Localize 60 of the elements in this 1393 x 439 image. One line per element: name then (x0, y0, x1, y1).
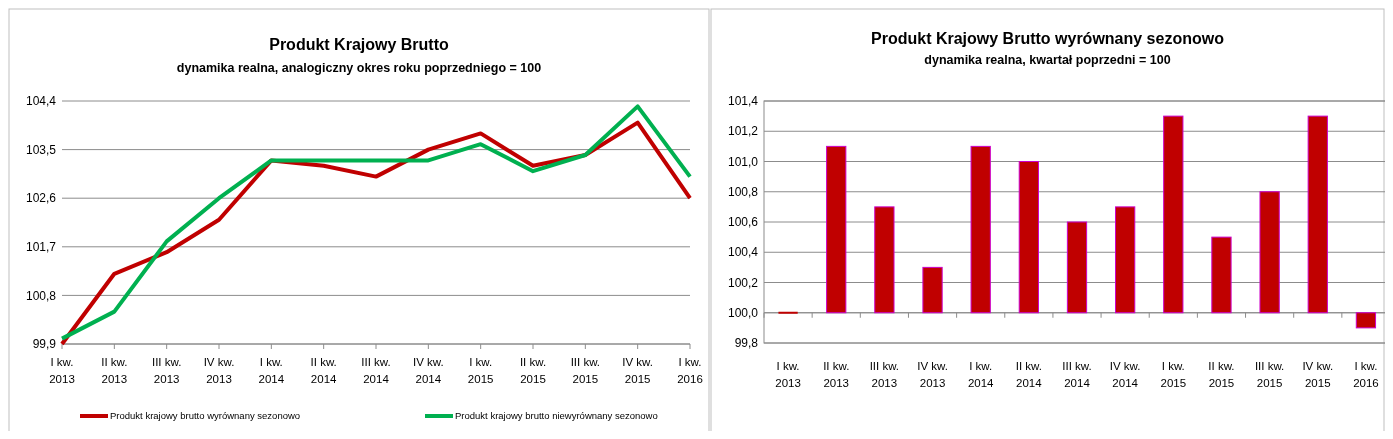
x-tick-label: II kw. 2013 (823, 360, 850, 389)
chart-subtitle: dynamika realna, analogiczny okres roku poprzedniego = 100 (176, 61, 542, 75)
bar (1115, 206, 1136, 314)
x-tick-label: II kw. 2014 (1015, 360, 1043, 389)
legend-label: Produkt krajowy brutto wyrównany sezonowo (110, 410, 301, 422)
y-tick-label: 100,8 (25, 288, 57, 303)
x-tick-label: III kw. 2013 (869, 360, 900, 389)
x-tick-label: III kw. 2015 (570, 356, 601, 385)
x-tick-label: IV kw. 2014 (412, 356, 444, 385)
y-tick-label: 100,6 (727, 215, 759, 230)
x-tick-label: I kw. 2014 (258, 356, 285, 385)
x-tick-label: III kw. 2014 (361, 356, 391, 385)
x-tick-label: I kw. 2015 (1160, 360, 1187, 389)
y-tick-label: 99,9 (32, 337, 57, 352)
x-tick-label: III kw. 2015 (1254, 360, 1285, 389)
y-tick-label: 100,0 (727, 305, 759, 320)
chart-subtitle: dynamika realna, kwartał poprzedni = 100 (924, 53, 1171, 67)
bar (1163, 115, 1184, 314)
bar (922, 266, 943, 314)
x-tick-label: III kw. 2014 (1062, 360, 1092, 389)
x-tick-label: I kw. 2015 (467, 356, 494, 385)
bar (1018, 161, 1039, 314)
bar (1307, 115, 1328, 314)
bar (1211, 236, 1232, 314)
x-tick-label: I kw. 2016 (1353, 360, 1379, 389)
x-tick-label: II kw. 2014 (310, 356, 338, 385)
bar (826, 145, 847, 314)
y-tick-label: 100,4 (727, 245, 759, 260)
chart-title: Produkt Krajowy Brutto (269, 36, 450, 53)
x-tick-label: II kw. 2013 (101, 356, 128, 385)
bar (970, 145, 991, 314)
x-tick-label: IV kw. 2013 (203, 356, 235, 385)
bar (1259, 191, 1280, 314)
bar (874, 206, 895, 314)
chart-title: Produkt Krajowy Brutto wyrównany sezonowo (871, 30, 1225, 47)
x-tick-label: II kw. 2015 (1208, 360, 1235, 389)
bar (1066, 221, 1088, 314)
y-tick-label: 101,2 (727, 124, 759, 139)
x-tick-label: I kw. 2016 (677, 356, 703, 385)
y-tick-label: 100,8 (727, 184, 759, 199)
y-tick-label: 101,7 (25, 240, 57, 254)
x-tick-label: IV kw. 2013 (917, 360, 948, 389)
x-tick-label: IV kw. 2015 (1302, 360, 1334, 389)
bar (1355, 312, 1377, 329)
y-tick-label: 104,4 (25, 94, 57, 109)
x-tick-label: IV kw. 2014 (1109, 360, 1141, 389)
y-tick-label: 102,6 (25, 191, 57, 206)
y-tick-label: 101,0 (727, 154, 759, 169)
x-tick-label: I kw. 2013 (775, 360, 801, 389)
legend-label: Produkt krajowy brutto niewyrównany sezonowo (455, 410, 658, 422)
x-tick-label: I kw. 2014 (967, 360, 995, 389)
y-tick-label: 99,8 (734, 336, 759, 351)
y-tick-label: 103,5 (25, 142, 57, 157)
x-tick-label: IV kw. 2015 (622, 356, 654, 385)
x-tick-label: I kw. 2013 (49, 356, 75, 385)
bar (778, 311, 798, 314)
y-tick-label: 100,2 (727, 275, 759, 290)
x-tick-label: III kw. 2013 (151, 356, 182, 385)
x-tick-label: II kw. 2015 (519, 356, 547, 385)
y-tick-label: 101,4 (727, 94, 759, 109)
